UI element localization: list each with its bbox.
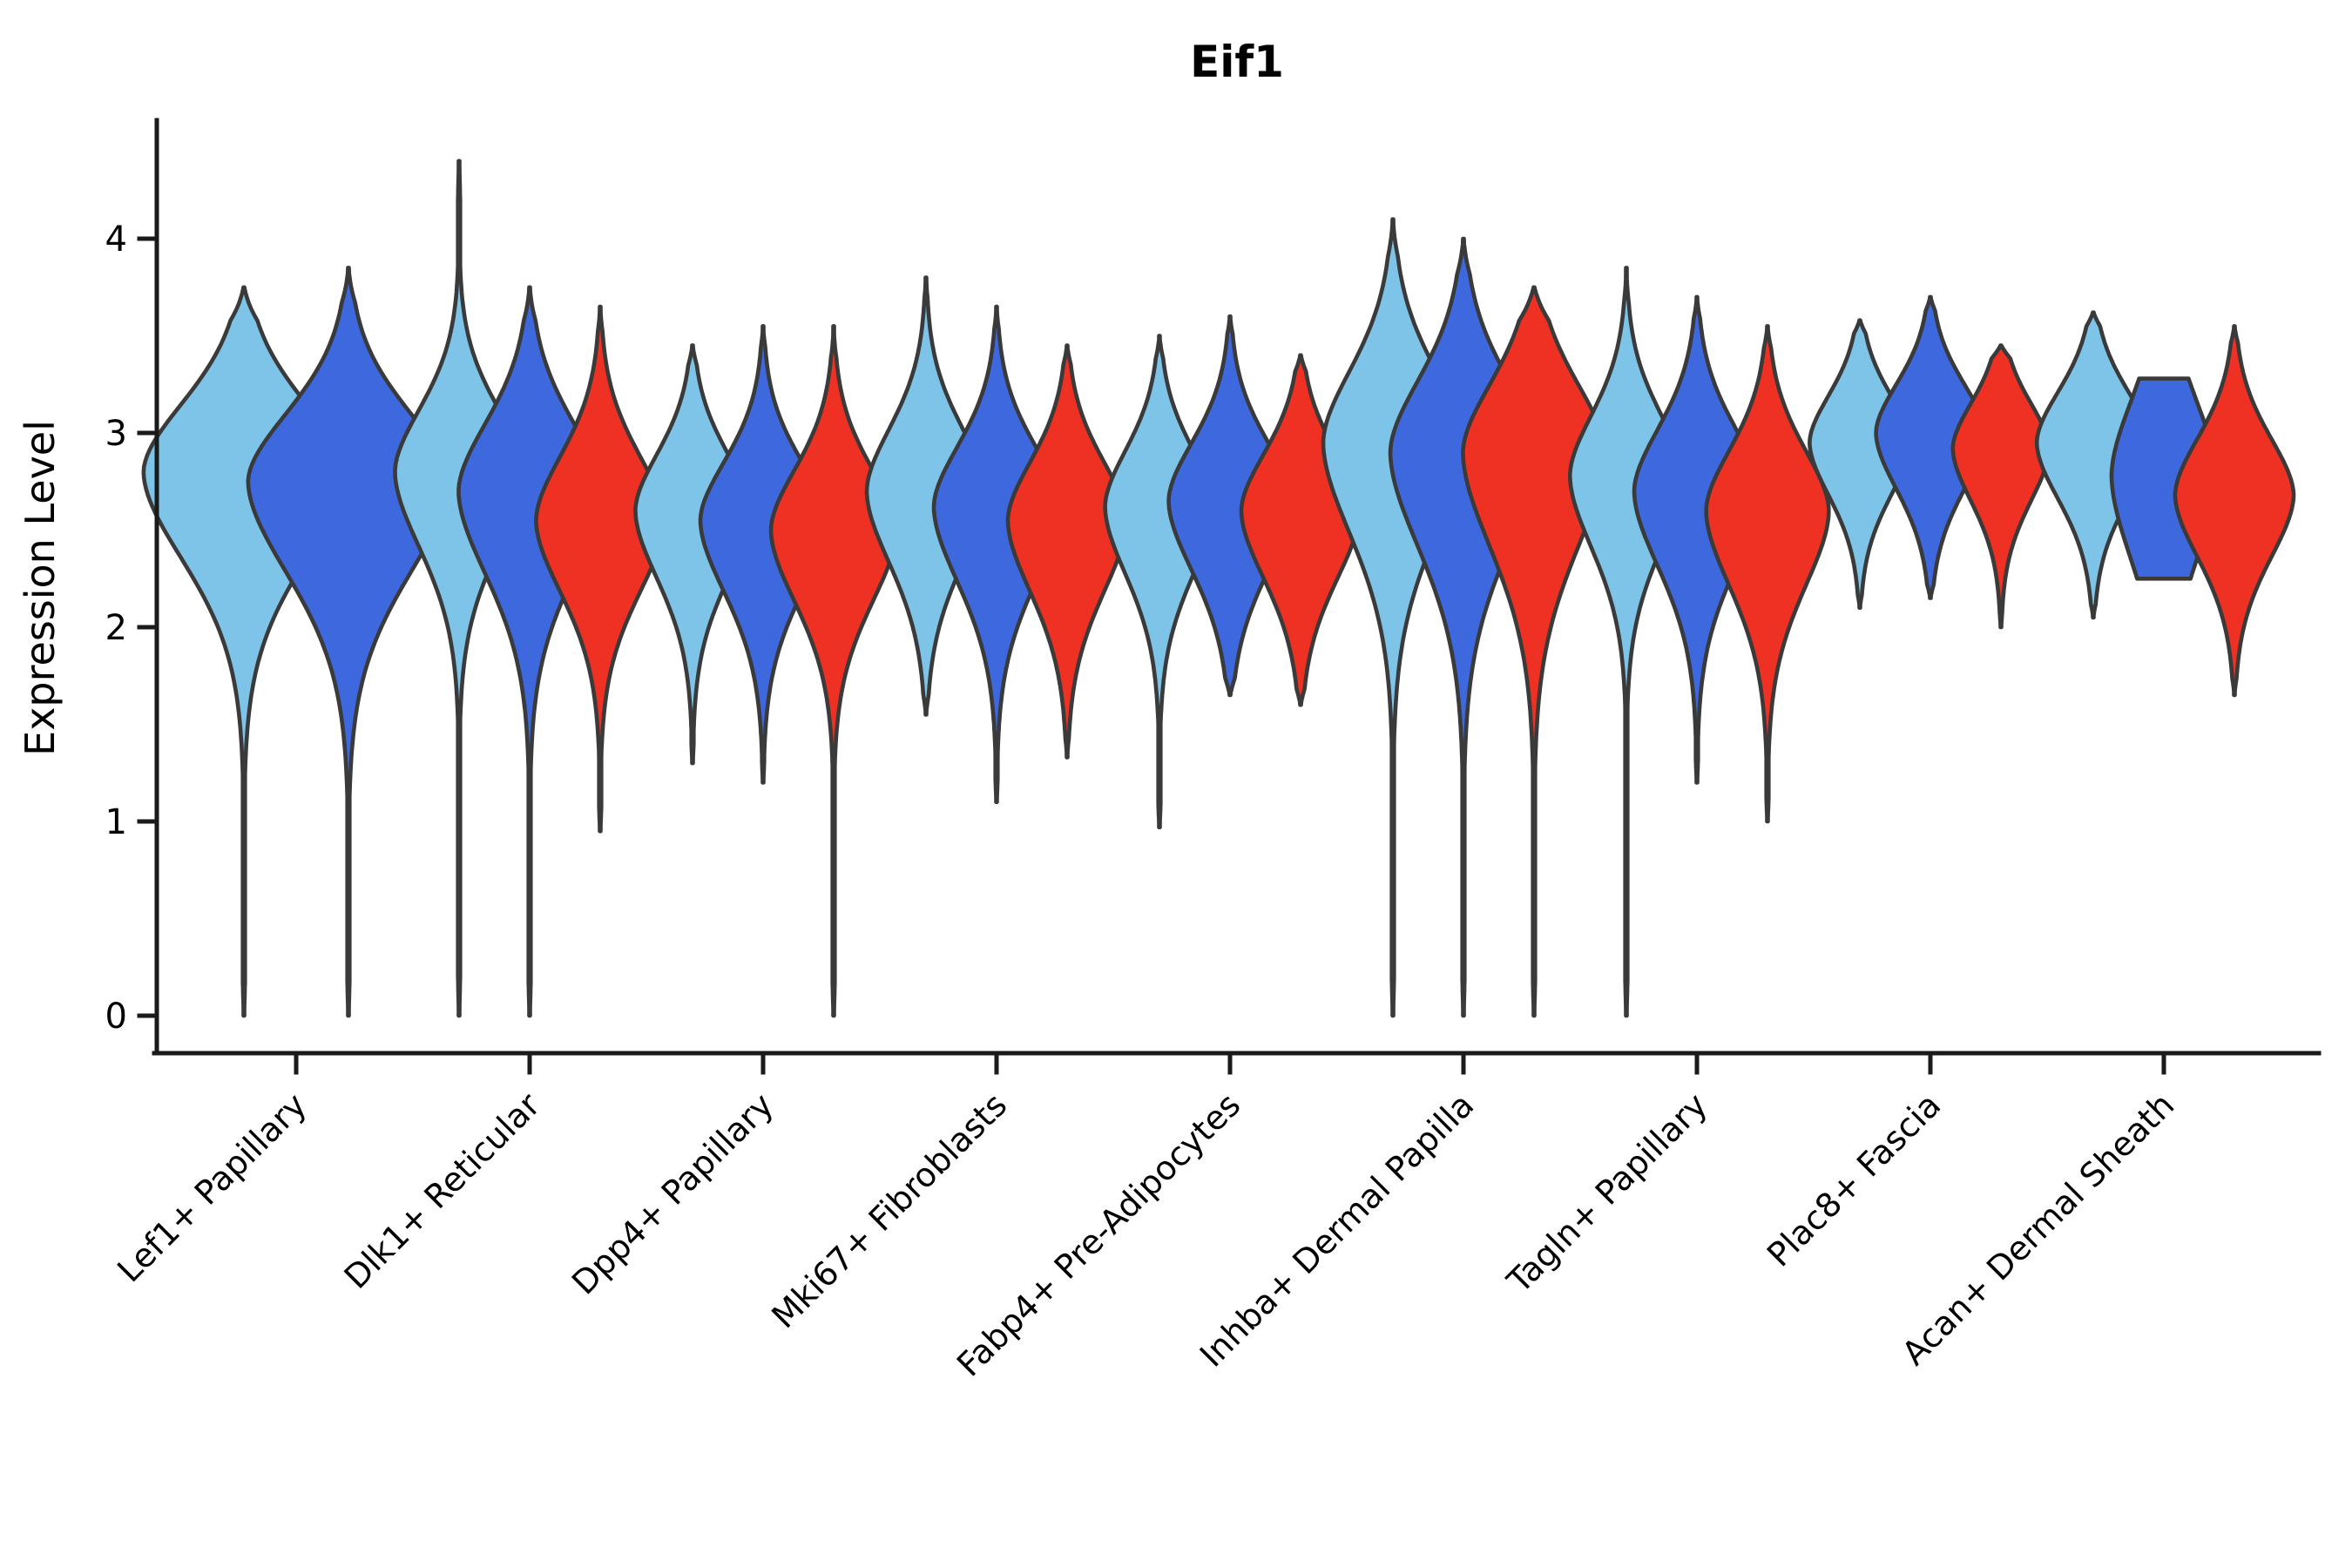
chart-title: Eif1 (1190, 37, 1284, 87)
x-tick-label: Acan+ Dermal Sheath (1895, 1085, 2181, 1372)
y-axis-tick-labels: 0 1 2 3 4 (105, 220, 127, 1037)
violins (141, 159, 2296, 1018)
x-tick-label: Tagln+ Papillary (1499, 1085, 1714, 1301)
violin-red (1704, 324, 1831, 824)
y-tick-label: 1 (105, 802, 127, 842)
axes (137, 118, 2322, 1075)
x-tick-label: Mki67+ Fibroblasts (764, 1085, 1014, 1335)
y-axis-label: Expression Level (17, 420, 64, 756)
violin-light-blue (1567, 266, 1686, 1018)
violin-red (2173, 324, 2296, 698)
x-tick-label: Inhba+ Dermal Papilla (1193, 1085, 1482, 1375)
y-tick-label: 4 (105, 220, 127, 260)
x-tick-label: Dpp4+ Papillary (564, 1085, 781, 1301)
y-tick-label: 2 (105, 608, 127, 648)
violin-red (1461, 285, 1607, 1018)
x-tick-label: Lef1+ Papillary (110, 1085, 314, 1289)
violin-red (768, 324, 899, 1018)
violin-light-blue (864, 275, 988, 717)
x-tick-label: Dlk1+ Reticular (337, 1085, 548, 1296)
y-tick-label: 0 (105, 997, 127, 1037)
x-axis-category-labels: Lef1+ Papillary Dlk1+ Reticular Dpp4+ Papi… (110, 1085, 2181, 1384)
violin-red (1005, 343, 1129, 760)
x-tick-label: Plac8+ Fascia (1760, 1085, 1948, 1274)
y-tick-label: 3 (105, 414, 127, 454)
